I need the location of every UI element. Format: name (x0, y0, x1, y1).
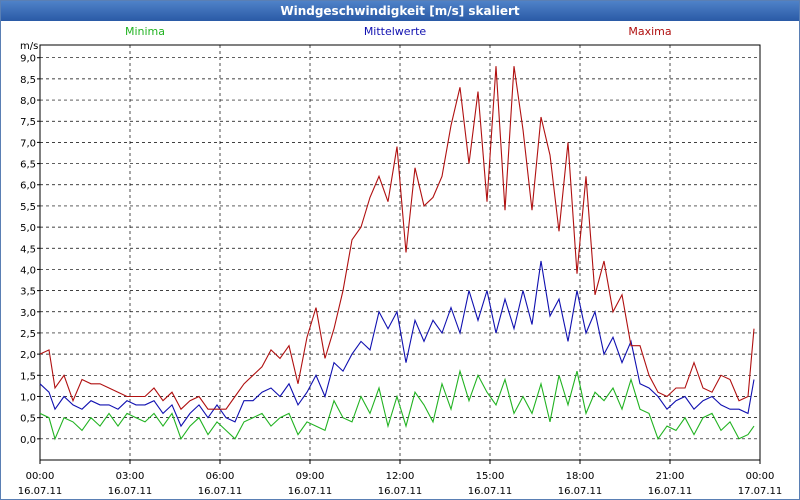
legend: Minima Mittelwerte Maxima (125, 25, 672, 38)
y-tick-label: 3,5 (20, 287, 36, 298)
x-tick-date: 16.07.11 (198, 486, 243, 497)
y-tick-label: 9,0 (20, 54, 36, 65)
x-tick-date: 16.07.11 (648, 486, 693, 497)
y-tick-label: 3,0 (20, 308, 36, 319)
x-tick-time: 06:00 (206, 471, 235, 482)
y-tick-label: 0,0 (20, 435, 36, 446)
y-tick-label: 7,0 (20, 138, 36, 149)
x-tick-date: 17.07.11 (738, 486, 783, 497)
y-axis-label: m/s (20, 41, 38, 52)
x-tick-time: 00:00 (746, 471, 775, 482)
x-tick-time: 15:00 (476, 471, 505, 482)
y-tick-label: 5,0 (20, 223, 36, 234)
y-tick-label: 1,0 (20, 392, 36, 403)
y-tick-label: 2,5 (20, 329, 36, 340)
y-tick-label: 8,0 (20, 96, 36, 107)
y-tick-label: 0,5 (20, 414, 36, 425)
series-line-maxima (39, 66, 755, 411)
x-tick-date: 16.07.11 (108, 486, 153, 497)
y-tick-label: 6,0 (20, 181, 36, 192)
x-tick-date: 16.07.11 (378, 486, 423, 497)
x-tick-date: 16.07.11 (468, 486, 513, 497)
y-tick-label: 4,5 (20, 244, 36, 255)
y-tick-label: 5,5 (20, 202, 36, 213)
series-line-minima (39, 368, 755, 441)
x-tick-time: 18:00 (566, 471, 595, 482)
x-axis-ticks: 00:00 16.07.11 03:00 16.07.11 06:00 16.07.11 0… (18, 460, 783, 497)
x-tick-date: 16.07.11 (18, 486, 63, 497)
y-tick-label: 6,5 (20, 160, 36, 171)
x-tick-time: 09:00 (296, 471, 325, 482)
x-tick-date: 16.07.11 (558, 486, 603, 497)
y-tick-label: 2,0 (20, 350, 36, 361)
legend-entry-mittelwerte: Mittelwerte (364, 25, 427, 38)
legend-entry-minima: Minima (125, 25, 165, 38)
x-tick-time: 00:00 (26, 471, 55, 482)
series-line-mittelwerte (39, 260, 755, 428)
chart-title: Windgeschwindigkeit [m/s] skaliert (1, 1, 799, 21)
legend-entry-maxima: Maxima (628, 25, 671, 38)
y-tick-label: 7,5 (20, 117, 36, 128)
x-tick-time: 12:00 (386, 471, 415, 482)
y-axis-ticks: 0,0 0,5 1,0 1,5 2,0 2,5 3,0 3,5 4,0 4,5 5,0 5,5 6,0 6… (20, 54, 40, 446)
x-tick-time: 03:00 (116, 471, 145, 482)
x-tick-date: 16.07.11 (288, 486, 333, 497)
series-lines (39, 66, 755, 441)
grid (40, 45, 760, 460)
y-tick-label: 1,5 (20, 371, 36, 382)
y-tick-label: 4,0 (20, 265, 36, 276)
y-tick-label: 8,5 (20, 75, 36, 86)
x-tick-time: 21:00 (656, 471, 685, 482)
